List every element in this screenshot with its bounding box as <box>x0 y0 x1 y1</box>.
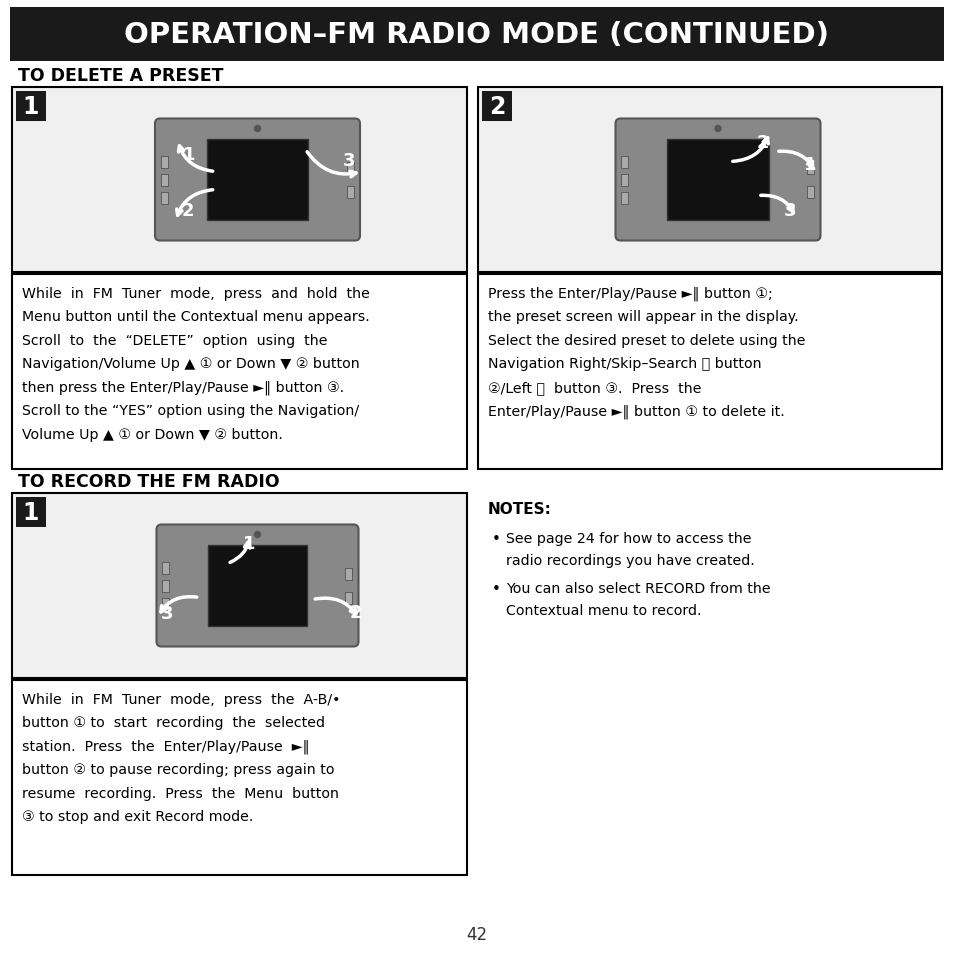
Text: 42: 42 <box>466 925 487 943</box>
Text: 2: 2 <box>181 201 193 219</box>
Bar <box>806 186 814 198</box>
Bar <box>208 546 307 626</box>
Text: You can also select RECORD from the: You can also select RECORD from the <box>505 581 770 596</box>
Bar <box>620 193 628 204</box>
Text: NOTES:: NOTES: <box>488 501 551 517</box>
Bar <box>10 8 943 62</box>
Text: then press the Enter/Play/Pause ►‖ button ③.: then press the Enter/Play/Pause ►‖ butto… <box>22 380 344 395</box>
Text: OPERATION–FM RADIO MODE (CONTINUED): OPERATION–FM RADIO MODE (CONTINUED) <box>125 21 828 49</box>
Text: Menu button until the Contextual menu appears.: Menu button until the Contextual menu ap… <box>22 310 370 324</box>
Bar <box>12 88 467 273</box>
Bar <box>161 156 168 169</box>
Text: 2: 2 <box>756 133 768 152</box>
Text: Scroll to the “YES” option using the Navigation/: Scroll to the “YES” option using the Nav… <box>22 404 358 418</box>
Bar <box>16 497 46 527</box>
Circle shape <box>714 127 720 132</box>
Text: radio recordings you have created.: radio recordings you have created. <box>505 554 754 567</box>
Text: station.  Press  the  Enter/Play/Pause  ►‖: station. Press the Enter/Play/Pause ►‖ <box>22 740 310 754</box>
Text: See page 24 for how to access the: See page 24 for how to access the <box>505 532 751 545</box>
Text: 1: 1 <box>183 146 195 163</box>
Text: Contextual menu to record.: Contextual menu to record. <box>505 603 700 618</box>
Text: •: • <box>492 532 500 546</box>
Bar <box>161 193 168 204</box>
Bar <box>481 91 512 122</box>
Text: Enter/Play/Pause ►‖ button ① to delete it.: Enter/Play/Pause ►‖ button ① to delete i… <box>488 404 784 418</box>
Text: While  in  FM  Tuner  mode,  press  and  hold  the: While in FM Tuner mode, press and hold t… <box>22 287 370 301</box>
Text: 3: 3 <box>343 152 355 170</box>
Bar <box>12 680 467 875</box>
Text: Navigation Right/Skip–Search ⏭ button: Navigation Right/Skip–Search ⏭ button <box>488 357 760 371</box>
Bar <box>16 91 46 122</box>
Text: 1: 1 <box>243 535 255 553</box>
FancyBboxPatch shape <box>156 525 358 647</box>
Text: ③ to stop and exit Record mode.: ③ to stop and exit Record mode. <box>22 810 253 823</box>
Bar <box>345 592 352 604</box>
Text: Press the Enter/Play/Pause ►‖ button ①;: Press the Enter/Play/Pause ►‖ button ①; <box>488 287 772 301</box>
Bar <box>620 156 628 169</box>
Text: TO RECORD THE FM RADIO: TO RECORD THE FM RADIO <box>18 473 279 491</box>
Bar <box>12 274 467 470</box>
Bar <box>347 186 354 198</box>
Text: While  in  FM  Tuner  mode,  press  the  A-B/•: While in FM Tuner mode, press the A-B/• <box>22 692 340 706</box>
Bar <box>347 162 354 174</box>
Text: button ② to pause recording; press again to: button ② to pause recording; press again… <box>22 762 335 777</box>
Bar <box>477 88 941 273</box>
Bar <box>162 579 170 592</box>
FancyBboxPatch shape <box>154 119 359 241</box>
Bar <box>806 162 814 174</box>
Text: Volume Up ▲ ① or Down ▼ ② button.: Volume Up ▲ ① or Down ▼ ② button. <box>22 428 283 441</box>
Text: 3: 3 <box>783 201 796 219</box>
Bar <box>620 174 628 186</box>
Text: button ① to  start  recording  the  selected: button ① to start recording the selected <box>22 716 325 730</box>
Bar <box>161 174 168 186</box>
Text: 2: 2 <box>349 604 361 622</box>
FancyBboxPatch shape <box>615 119 820 241</box>
Bar <box>477 274 941 470</box>
Circle shape <box>254 532 260 537</box>
Bar <box>207 140 308 220</box>
Text: Select the desired preset to delete using the: Select the desired preset to delete usin… <box>488 334 804 348</box>
Text: 2: 2 <box>488 95 505 119</box>
Circle shape <box>254 127 260 132</box>
Text: TO DELETE A PRESET: TO DELETE A PRESET <box>18 67 223 85</box>
Bar <box>666 140 768 220</box>
Text: resume  recording.  Press  the  Menu  button: resume recording. Press the Menu button <box>22 786 338 801</box>
Bar <box>12 494 467 679</box>
Bar <box>345 568 352 579</box>
Text: Navigation/Volume Up ▲ ① or Down ▼ ② button: Navigation/Volume Up ▲ ① or Down ▼ ② but… <box>22 357 359 371</box>
Bar <box>162 562 170 574</box>
Text: Scroll  to  the  “DELETE”  option  using  the: Scroll to the “DELETE” option using the <box>22 334 327 348</box>
Text: 1: 1 <box>23 500 39 524</box>
Text: the preset screen will appear in the display.: the preset screen will appear in the dis… <box>488 310 798 324</box>
Text: 1: 1 <box>803 155 816 173</box>
Text: •: • <box>492 581 500 597</box>
Text: 1: 1 <box>23 95 39 119</box>
Text: 3: 3 <box>161 605 173 623</box>
Bar <box>162 598 170 610</box>
Text: ②/Left ⏮  button ③.  Press  the: ②/Left ⏮ button ③. Press the <box>488 380 700 395</box>
